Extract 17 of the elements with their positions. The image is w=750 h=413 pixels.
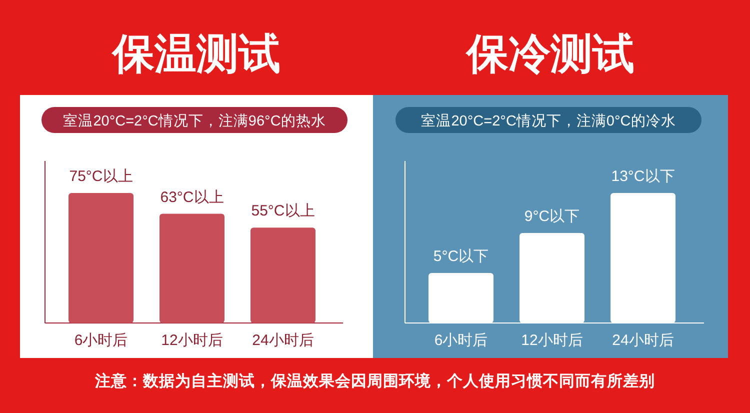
chart-subtitle: 室温20°C=2°C情况下，注满0°C的冷水	[421, 112, 676, 130]
data-label: 55°C以上	[251, 202, 315, 220]
x-tick-label: 24小时后	[252, 332, 314, 349]
data-label: 9°C以下	[524, 208, 580, 225]
data-label: 63°C以上	[160, 188, 224, 206]
data-label: 13°C以下	[611, 168, 675, 185]
chart-title: 保温测试	[110, 30, 280, 77]
x-tick-label: 6小时后	[434, 332, 488, 349]
text: 注意：数据为自主测试，保温效果会因周围环境，个人使用习惯不同而有所差别	[94, 371, 655, 390]
data-label: 5°C以下	[433, 248, 489, 265]
chart-title: 保冷测试	[464, 30, 634, 77]
x-tick-label: 24小时后	[612, 332, 674, 349]
x-tick-label: 12小时后	[161, 332, 223, 349]
data-label: 75°C以上	[69, 168, 133, 185]
x-tick-label: 6小时后	[74, 332, 128, 349]
x-tick-label: 12小时后	[521, 332, 583, 349]
chart-subtitle: 室温20°C=2°C情况下，注满96°C的热水	[63, 112, 326, 130]
